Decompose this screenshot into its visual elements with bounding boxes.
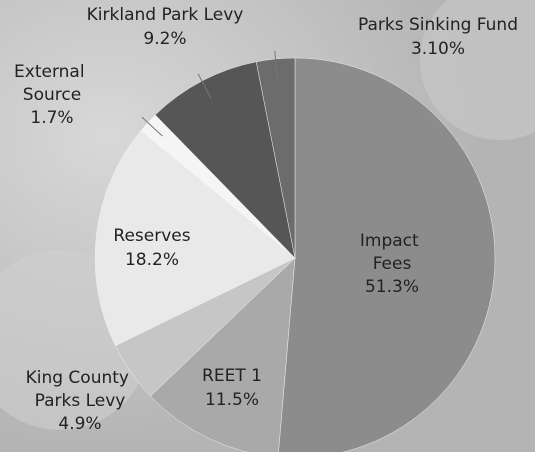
slice-value-label: 51.3% — [365, 277, 419, 297]
slice-label: External Source — [14, 62, 90, 105]
label-line: External — [14, 62, 90, 82]
slice-value-label: 11.5% — [205, 390, 259, 410]
label-line: Parks Levy — [35, 391, 126, 411]
pie-slice — [278, 57, 496, 452]
label-line: King County — [26, 368, 135, 388]
pie — [94, 57, 496, 452]
slice-value-label: 4.9% — [58, 414, 101, 434]
slice-value-label: 9.2% — [143, 29, 186, 49]
leader-line — [197, 73, 212, 99]
pie-slice — [94, 130, 296, 347]
slice-value-label: 1.7% — [30, 108, 73, 128]
label-line: Impact — [360, 231, 424, 251]
slice-label: REET 1 — [202, 366, 262, 386]
label-line: Fees — [373, 254, 412, 274]
slice-value-label: 3.10% — [411, 39, 465, 59]
slice-label: Parks Sinking Fund — [358, 15, 518, 35]
leader-line — [141, 116, 163, 137]
slice-value-label: 18.2% — [125, 250, 179, 270]
texture — [420, 0, 535, 140]
labels: Impact Fees 51.3% REET 1 11.5% King County P… — [14, 5, 518, 434]
leader-line — [274, 50, 278, 79]
slice-label: King County Parks Levy — [26, 368, 135, 411]
slice-label: Reserves — [113, 226, 190, 246]
label-line: Source — [23, 85, 81, 105]
pie-slice — [150, 257, 296, 452]
slice-label: Impact Fees — [360, 231, 424, 274]
slice-label: Kirkland Park Levy — [87, 5, 244, 25]
